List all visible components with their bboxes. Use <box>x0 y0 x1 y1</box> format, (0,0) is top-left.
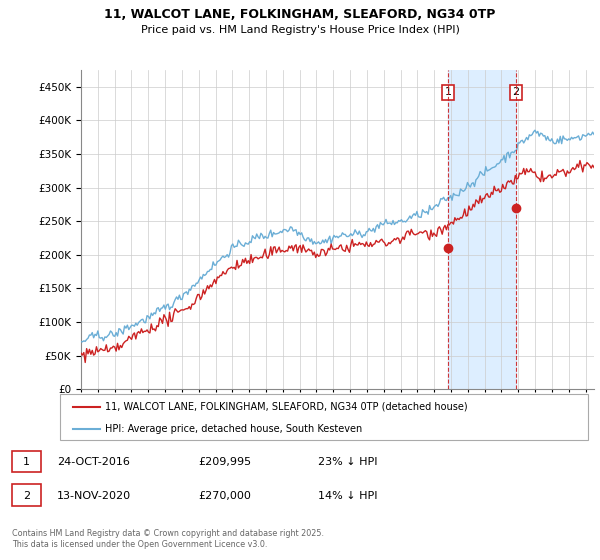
Text: 2: 2 <box>23 491 30 501</box>
Text: 14% ↓ HPI: 14% ↓ HPI <box>318 491 377 501</box>
Text: 1: 1 <box>445 87 452 97</box>
Text: Contains HM Land Registry data © Crown copyright and database right 2025.
This d: Contains HM Land Registry data © Crown c… <box>12 529 324 549</box>
Text: £270,000: £270,000 <box>198 491 251 501</box>
Text: £209,995: £209,995 <box>198 457 251 467</box>
FancyBboxPatch shape <box>60 394 588 440</box>
Bar <box>448 70 516 389</box>
Text: 24-OCT-2016: 24-OCT-2016 <box>57 457 130 467</box>
Text: 2: 2 <box>512 87 520 97</box>
Text: 13-NOV-2020: 13-NOV-2020 <box>57 491 131 501</box>
Text: 23% ↓ HPI: 23% ↓ HPI <box>318 457 377 467</box>
Text: 1: 1 <box>23 457 30 467</box>
Text: HPI: Average price, detached house, South Kesteven: HPI: Average price, detached house, Sout… <box>105 423 362 433</box>
Text: 11, WALCOT LANE, FOLKINGHAM, SLEAFORD, NG34 0TP: 11, WALCOT LANE, FOLKINGHAM, SLEAFORD, N… <box>104 8 496 21</box>
Text: 11, WALCOT LANE, FOLKINGHAM, SLEAFORD, NG34 0TP (detached house): 11, WALCOT LANE, FOLKINGHAM, SLEAFORD, N… <box>105 402 467 412</box>
Text: Price paid vs. HM Land Registry's House Price Index (HPI): Price paid vs. HM Land Registry's House … <box>140 25 460 35</box>
